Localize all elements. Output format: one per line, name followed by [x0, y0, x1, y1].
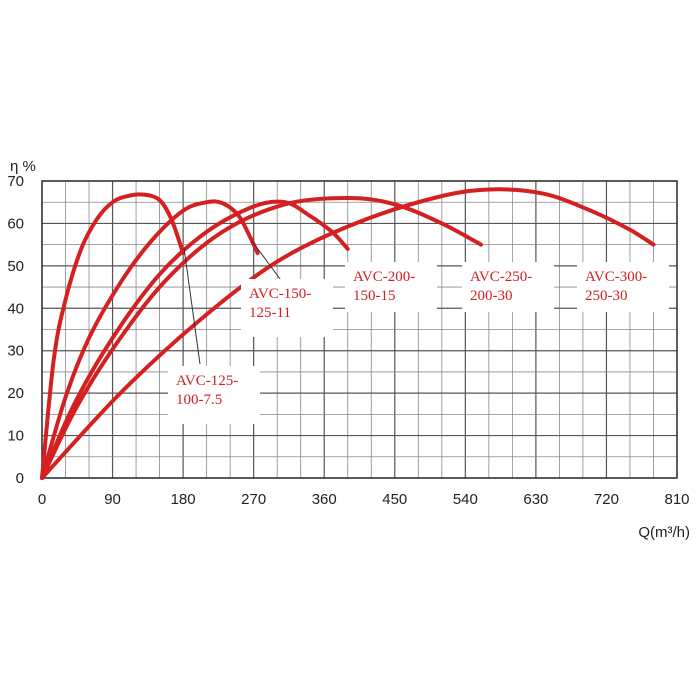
- y-tick-label: 0: [16, 470, 24, 487]
- series-label: 150-15: [353, 288, 396, 304]
- x-tick-label: 360: [312, 491, 337, 508]
- series-line-5: [40, 187, 656, 480]
- series-label: 200-30: [470, 288, 513, 304]
- leader-lines: [183, 240, 284, 365]
- curve-label-box: [241, 279, 333, 337]
- series-label: 100-7.5: [176, 392, 222, 408]
- x-tick-label: 630: [523, 491, 548, 508]
- y-tick-label: 50: [7, 258, 24, 275]
- curves: [40, 187, 656, 480]
- y-tick-label: 70: [7, 173, 24, 190]
- series-label: 125-11: [249, 305, 291, 321]
- curve-label-box: [345, 262, 437, 312]
- y-tick-label: 10: [7, 428, 24, 445]
- series-label: AVC-200-: [353, 269, 415, 285]
- series-label: 250-30: [585, 288, 628, 304]
- x-tick-label: 0: [38, 491, 46, 508]
- x-tick-label: 540: [453, 491, 478, 508]
- tick-labels: 0 90 180 270 360 450 540 630 720 810 0 10 20 30 40 50 60…: [7, 173, 689, 508]
- y-axis-label: η %: [10, 158, 36, 175]
- x-tick-label: 270: [241, 491, 266, 508]
- curve-label-box: [462, 262, 554, 312]
- curve-label-box: [168, 366, 260, 424]
- series-label: AVC-125-: [176, 373, 238, 389]
- curve-labels: AVC-125- 100-7.5 AVC-150- 125-11 AVC-200- 150…: [168, 262, 669, 424]
- y-tick-label: 20: [7, 385, 24, 402]
- series-line-3: [40, 199, 350, 480]
- x-tick-label: 810: [664, 491, 689, 508]
- x-tick-label: 90: [104, 491, 121, 508]
- leader-line: [251, 240, 284, 284]
- grid: [41, 180, 678, 479]
- series-label: AVC-250-: [470, 269, 532, 285]
- series-label: AVC-300-: [585, 269, 647, 285]
- y-tick-label: 40: [7, 300, 24, 317]
- x-tick-label: 450: [382, 491, 407, 508]
- y-tick-label: 30: [7, 343, 24, 360]
- series-line-4: [40, 196, 483, 480]
- y-tick-label: 60: [7, 215, 24, 232]
- series-line-2: [40, 199, 260, 480]
- curve-label-box: [577, 262, 669, 312]
- x-tick-label: 180: [171, 491, 196, 508]
- plot-frame: [41, 180, 678, 479]
- series-line-1: [40, 192, 186, 480]
- leader-line: [183, 247, 201, 365]
- series-label: AVC-150-: [249, 286, 311, 302]
- x-tick-label: 720: [594, 491, 619, 508]
- x-axis-label: Q(m³/h): [638, 524, 690, 541]
